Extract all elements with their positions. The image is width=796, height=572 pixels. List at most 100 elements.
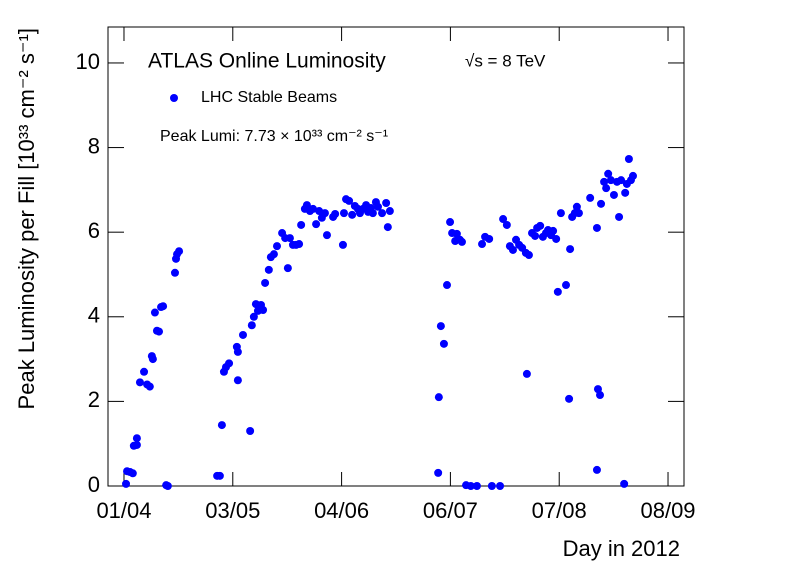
data-point <box>457 237 466 246</box>
data-point <box>378 209 387 218</box>
data-point <box>562 281 571 290</box>
data-point <box>604 169 613 178</box>
data-point <box>175 247 184 256</box>
data-point <box>217 421 226 430</box>
data-point <box>132 440 141 449</box>
data-point <box>602 184 611 193</box>
x-tick-label: 08/09 <box>640 498 695 523</box>
data-point <box>338 240 347 249</box>
y-axis-label: Peak Luminosity per Fill [10³³ cm⁻² s⁻¹] <box>14 28 39 409</box>
data-point <box>553 287 562 296</box>
x-tick-label: 01/04 <box>96 498 151 523</box>
data-point <box>485 234 494 243</box>
data-point <box>606 176 615 185</box>
annotation: √s = 8 TeV <box>465 51 546 70</box>
data-point <box>443 281 452 290</box>
data-point <box>122 479 131 488</box>
x-tick-label: 03/05 <box>205 498 260 523</box>
data-point <box>524 251 533 260</box>
data-point <box>597 199 606 208</box>
data-point <box>452 229 461 238</box>
data-point <box>592 223 601 232</box>
data-point <box>600 177 609 186</box>
data-point <box>322 231 331 240</box>
data-point <box>446 218 455 227</box>
data-point <box>496 482 505 490</box>
data-point <box>628 171 637 180</box>
legend-label: LHC Stable Beams <box>201 89 337 106</box>
data-point <box>312 220 321 229</box>
y-tick-label: 0 <box>88 472 100 497</box>
data-point <box>439 339 448 348</box>
x-tick-label: 04/06 <box>314 498 369 523</box>
data-point <box>368 209 377 218</box>
legend-marker <box>170 94 178 102</box>
data-point <box>132 434 141 443</box>
data-point <box>536 221 545 230</box>
data-point <box>264 265 273 274</box>
data-point <box>225 359 234 368</box>
data-point <box>259 306 268 315</box>
data-point <box>466 482 475 490</box>
data-point <box>615 212 624 221</box>
data-point <box>549 226 558 235</box>
data-point <box>348 210 357 219</box>
data-point <box>233 376 242 385</box>
data-point <box>434 393 443 402</box>
data-point <box>552 234 561 243</box>
data-point <box>596 391 605 400</box>
data-point <box>170 268 179 277</box>
data-point <box>261 278 270 287</box>
y-tick-label: 6 <box>88 218 100 243</box>
x-tick-label: 07/08 <box>532 498 587 523</box>
data-point <box>295 240 304 249</box>
y-tick-label: 4 <box>88 303 100 328</box>
chart-title: ATLAS Online Luminosity <box>148 50 386 73</box>
data-point <box>339 209 348 218</box>
data-point <box>345 196 354 205</box>
data-point <box>246 427 255 436</box>
data-point <box>383 223 392 232</box>
data-point <box>249 312 258 321</box>
data-point <box>592 465 601 474</box>
data-point <box>269 250 278 259</box>
data-point <box>499 215 508 224</box>
data-point <box>487 482 496 490</box>
data-point <box>385 207 394 216</box>
data-point <box>309 204 318 213</box>
data-point <box>574 209 583 218</box>
data-point <box>531 231 540 240</box>
data-point <box>621 188 630 197</box>
data-point <box>272 242 281 251</box>
data-point <box>285 234 294 243</box>
data-point <box>572 202 581 211</box>
data-point <box>472 482 481 490</box>
data-point <box>283 264 292 273</box>
data-point <box>586 193 595 202</box>
data-point <box>373 202 382 211</box>
data-point <box>150 308 159 317</box>
data-point <box>155 327 164 336</box>
data-point <box>320 209 329 218</box>
data-point <box>617 176 626 185</box>
data-point <box>556 209 565 218</box>
data-point <box>331 209 340 218</box>
data-point <box>624 154 633 163</box>
data-point <box>620 479 629 488</box>
data-point <box>135 378 144 387</box>
data-point <box>502 220 511 229</box>
data-point <box>609 190 618 199</box>
data-point <box>163 482 172 490</box>
data-point <box>566 245 575 254</box>
y-tick-label: 2 <box>88 387 100 412</box>
data-point <box>140 367 149 376</box>
annotation: Peak Lumi: 7.73 × 10³³ cm⁻² s⁻¹ <box>160 128 388 145</box>
data-point <box>434 468 443 477</box>
data-point <box>128 469 137 478</box>
y-tick-label: 8 <box>88 133 100 158</box>
data-point <box>247 321 256 330</box>
plot-frame <box>107 26 685 487</box>
data-point <box>522 369 531 378</box>
data-point <box>233 347 242 356</box>
